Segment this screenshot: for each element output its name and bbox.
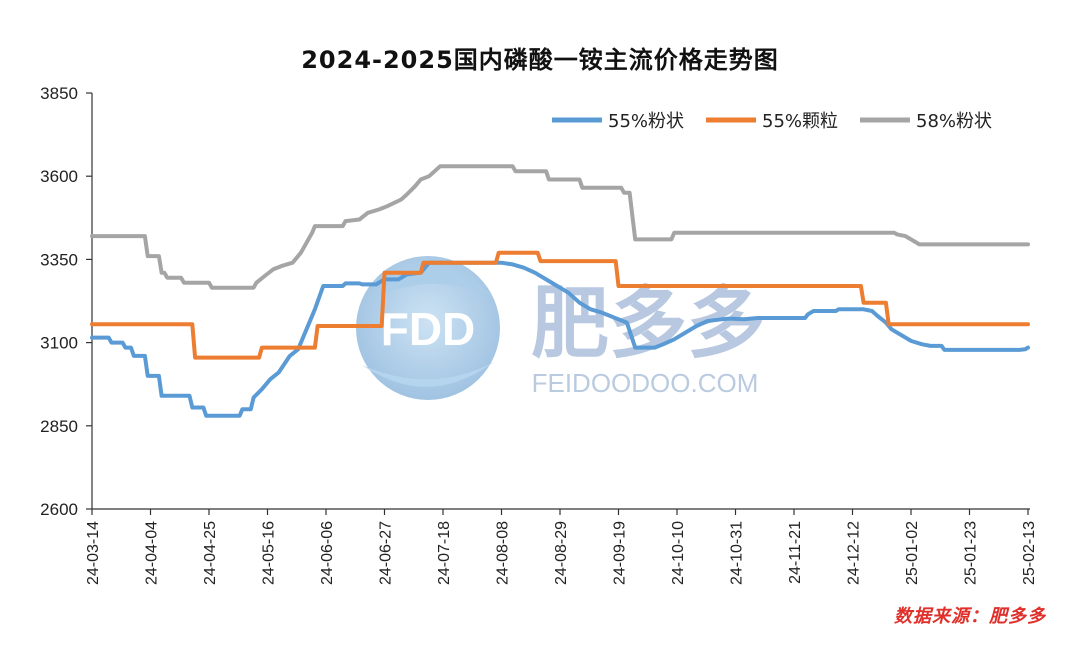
y-tick-label: 3850 <box>40 84 78 103</box>
x-tick-label: 24-03-14 <box>85 521 102 585</box>
series-lines <box>90 164 1030 418</box>
x-tick-label: 25-02-13 <box>1021 521 1038 585</box>
series-line-2 <box>90 164 1030 290</box>
y-tick-group: 2600 2850 3100 3350 3600 3850 <box>40 84 92 519</box>
x-tick-label: 24-06-06 <box>319 521 336 585</box>
x-tick-group: 24-03-14 24-04-04 24-04-25 24-05-16 24-06-06… <box>85 509 1038 585</box>
x-tick-label: 24-04-25 <box>202 521 219 585</box>
x-tick-label: 24-08-29 <box>553 521 570 585</box>
legend: 55%粉状 55%颗粒 58%粉状 <box>552 111 992 132</box>
x-tick-label: 24-10-31 <box>729 521 746 585</box>
x-tick-label: 24-08-08 <box>495 521 512 585</box>
x-tick-label: 25-01-23 <box>963 521 980 585</box>
x-tick-label: 24-10-10 <box>670 521 687 585</box>
y-tick-label: 2850 <box>40 417 78 436</box>
legend-label-55-powder: 55%粉状 <box>608 111 684 132</box>
legend-label-55-granule: 55%颗粒 <box>762 111 838 132</box>
x-tick-label: 24-04-04 <box>144 521 161 585</box>
watermark-logo-circle <box>356 256 500 400</box>
x-tick-label: 24-05-16 <box>261 521 278 585</box>
watermark: FDD 肥多多 FEIDOODOO.COM <box>356 256 765 400</box>
watermark-logo-wave <box>362 362 494 387</box>
series-line-1 <box>90 250 1030 360</box>
source-note: 数据来源：肥多多 <box>894 606 1046 627</box>
series-line-0 <box>90 260 1030 418</box>
y-tick-label: 3350 <box>40 250 78 269</box>
x-tick-label: 24-07-18 <box>436 521 453 585</box>
y-tick-label: 2600 <box>40 500 78 519</box>
chart-title: 2024-2025国内磷酸一铵主流价格走势图 <box>301 46 779 74</box>
x-tick-label: 24-06-27 <box>378 521 395 585</box>
watermark-url: FEIDOODOO.COM <box>532 368 759 398</box>
watermark-logo-leaf <box>366 266 492 300</box>
y-tick-label: 3100 <box>40 334 78 353</box>
x-tick-label: 24-12-12 <box>846 521 863 585</box>
y-tick-label: 3600 <box>40 167 78 186</box>
x-tick-label: 24-11-21 <box>787 521 804 584</box>
watermark-logo-text: FDD <box>381 303 476 355</box>
legend-label-58-powder: 58%粉状 <box>916 111 992 132</box>
x-tick-label: 24-09-19 <box>612 521 629 585</box>
x-tick-label: 25-01-02 <box>904 521 921 585</box>
